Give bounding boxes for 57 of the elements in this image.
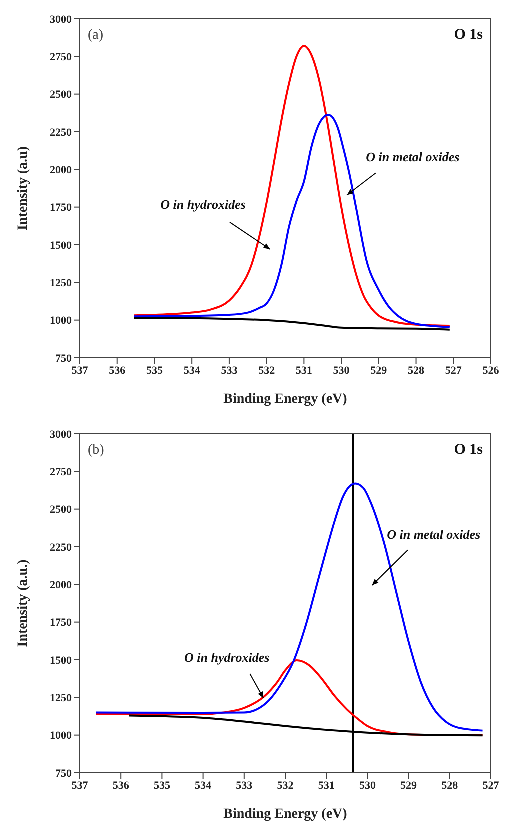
y-tick-label: 1750 xyxy=(50,617,72,630)
x-tick-label: 537 xyxy=(72,780,89,792)
y-tick-label: 750 xyxy=(56,768,72,780)
text: (b) xyxy=(88,443,105,458)
x-tick-label: 529 xyxy=(400,780,418,792)
x-tick-label: 526 xyxy=(482,364,500,377)
y-tick-label: 2250 xyxy=(50,126,72,139)
line-series xyxy=(133,317,451,331)
x-tick-label: 535 xyxy=(146,364,164,377)
x-tick-label: 530 xyxy=(333,364,350,377)
x-axis-title: Binding Energy (eV) xyxy=(224,807,348,822)
x-tick-label: 532 xyxy=(258,364,276,377)
y-tick-label: 2000 xyxy=(50,164,72,177)
text: (a) xyxy=(88,28,104,43)
annotation: O in hydroxides xyxy=(184,650,270,665)
x-tick-label: 537 xyxy=(72,364,89,377)
annotation: O 1s xyxy=(454,27,484,43)
x-tick-label: 528 xyxy=(442,780,459,792)
y-tick-label: 2250 xyxy=(50,542,72,554)
x-tick-label: 534 xyxy=(195,780,212,792)
x-tick-label: 527 xyxy=(482,780,500,792)
y-axis-title: Intensity (a.u) xyxy=(16,146,31,231)
y-tick-label: 3000 xyxy=(50,428,72,441)
annotation: O in metal oxides xyxy=(366,149,460,164)
y-tick-label: 1250 xyxy=(50,278,72,290)
y-tick-label: 2750 xyxy=(50,466,72,479)
x-axis-title: Binding Energy (eV) xyxy=(224,392,348,407)
y-tick-label: 1500 xyxy=(50,654,72,667)
x-tick-label: 535 xyxy=(154,780,171,792)
line-series xyxy=(95,482,484,732)
annotation: O in metal oxides xyxy=(387,527,481,542)
x-tick-label: 536 xyxy=(109,364,126,377)
x-tick-label: 533 xyxy=(236,780,254,792)
y-tick-label: 1000 xyxy=(50,730,72,742)
y-tick-label: 2000 xyxy=(50,580,72,592)
y-tick-label: 1250 xyxy=(50,692,72,705)
x-tick-label: 536 xyxy=(112,780,130,792)
y-tick-label: 2750 xyxy=(50,52,72,64)
x-tick-label: 531 xyxy=(296,364,312,377)
annotation: O 1s xyxy=(454,442,484,458)
x-tick-label: 529 xyxy=(370,364,388,377)
y-tick-label: 1750 xyxy=(50,202,72,214)
y-tick-label: 1000 xyxy=(50,315,72,328)
x-tick-label: 534 xyxy=(184,364,201,377)
y-tick-label: 2500 xyxy=(50,504,72,516)
y-tick-label: 750 xyxy=(56,352,72,365)
y-tick-label: 1500 xyxy=(50,240,72,252)
x-tick-label: 533 xyxy=(221,364,238,377)
x-tick-label: 527 xyxy=(445,364,462,377)
x-tick-label: 528 xyxy=(408,364,426,377)
x-tick-label: 531 xyxy=(318,780,335,792)
y-tick-label: 2500 xyxy=(50,89,72,102)
y-tick-label: 3000 xyxy=(50,14,72,26)
annotation: O in hydroxides xyxy=(160,196,246,212)
x-tick-label: 530 xyxy=(359,780,376,792)
y-axis-title: Intensity (a.u.) xyxy=(16,559,31,648)
x-tick-label: 532 xyxy=(277,780,294,792)
